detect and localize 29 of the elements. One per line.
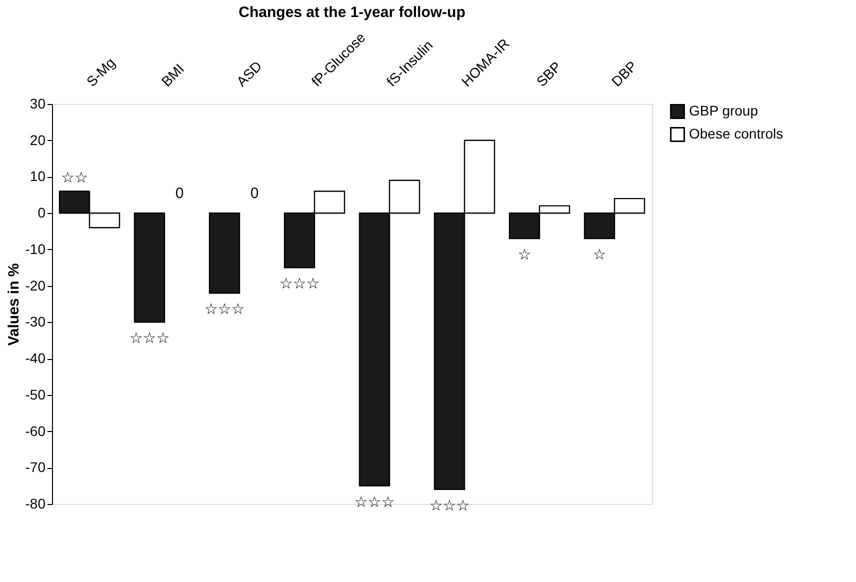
y-tick-label: -30 bbox=[25, 314, 46, 330]
annotation: ☆ bbox=[592, 246, 606, 264]
x-tick-label: BMI bbox=[158, 60, 188, 90]
annotation: ☆☆☆ bbox=[354, 492, 395, 511]
data-label: 0 bbox=[250, 185, 259, 202]
legend-label: Obese controls bbox=[689, 126, 784, 142]
y-axis-title: Values in % bbox=[5, 263, 22, 346]
bar bbox=[134, 212, 166, 323]
y-tick-label: -60 bbox=[25, 422, 46, 439]
y-tick-label: -50 bbox=[25, 386, 46, 402]
y-tick-label: -70 bbox=[25, 459, 46, 476]
annotation: ☆☆☆ bbox=[429, 496, 470, 514]
y-tick-label: -40 bbox=[25, 350, 46, 366]
y-tick-label: 20 bbox=[30, 132, 46, 148]
data-label: 0 bbox=[175, 185, 184, 202]
y-tick-label: 30 bbox=[30, 96, 46, 112]
chart-title: Changes at the 1-year follow-up bbox=[238, 4, 466, 22]
legend-label: GBP group bbox=[689, 102, 758, 118]
y-tick-label: -10 bbox=[25, 240, 46, 257]
y-tick-label: -20 bbox=[25, 277, 46, 294]
y-tick-label: 10 bbox=[30, 168, 46, 184]
annotation: ☆☆ bbox=[61, 168, 88, 186]
annotation: ☆ bbox=[518, 246, 532, 264]
annotation: ☆☆☆ bbox=[204, 300, 245, 318]
bar bbox=[208, 212, 240, 294]
annotation: ☆☆☆ bbox=[279, 274, 320, 293]
y-tick-label: -80 bbox=[25, 496, 46, 512]
annotation: ☆☆☆ bbox=[129, 329, 170, 348]
y-tick-label: 0 bbox=[38, 204, 46, 221]
